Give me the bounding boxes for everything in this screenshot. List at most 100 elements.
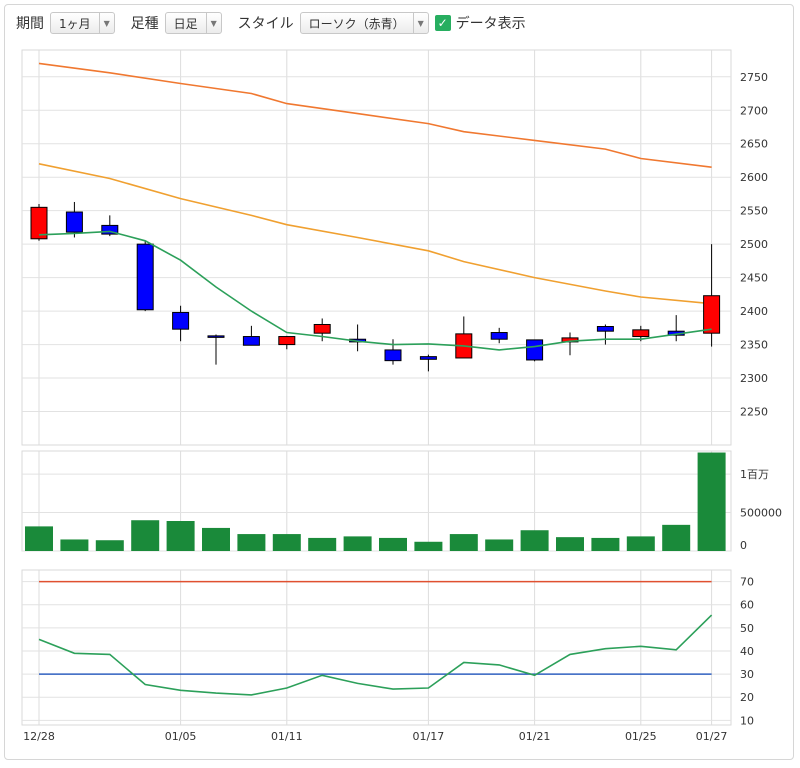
candle — [172, 305, 190, 342]
volume-bar — [237, 534, 266, 551]
candle — [596, 324, 614, 345]
x-tick-label: 01/05 — [165, 730, 197, 743]
panel-border — [21, 49, 732, 446]
x-tick-label: 01/21 — [519, 730, 551, 743]
candle — [384, 339, 402, 365]
y-tick-label: 2500 — [740, 238, 768, 251]
x-tick-label: 01/11 — [271, 730, 303, 743]
y-tick-label: 2600 — [740, 171, 768, 184]
volume-bar — [520, 530, 549, 551]
rsi-tick-label: 70 — [740, 576, 754, 589]
rsi-tick-label: 40 — [740, 645, 754, 658]
volume-bar — [308, 537, 337, 551]
y-tick-label: 2550 — [740, 205, 768, 218]
candle — [278, 335, 296, 350]
y-tick-label: 2650 — [740, 138, 768, 151]
volume-bar — [131, 520, 160, 551]
candle — [101, 215, 119, 237]
ashi-select[interactable]: 日足 ▼ — [164, 12, 222, 34]
volume-bar — [379, 537, 407, 551]
candle — [136, 240, 154, 312]
y-tick-label: 2450 — [740, 272, 768, 285]
chevron-down-icon: ▼ — [412, 13, 428, 33]
y-tick-label: 2250 — [740, 406, 768, 419]
candle-body — [313, 323, 331, 334]
x-tick-label: 01/17 — [413, 730, 445, 743]
volume-bar — [591, 537, 620, 551]
volume-bar — [485, 539, 514, 551]
x-tick-label: 12/28 — [23, 730, 55, 743]
candle — [207, 334, 225, 365]
candle-body — [136, 243, 154, 311]
ma-mid-line — [38, 163, 712, 305]
volume-bar — [95, 540, 124, 551]
volume-bar — [272, 534, 301, 551]
volume-tick-label: 1百万 — [740, 468, 769, 481]
volume-tick-label: 0 — [740, 539, 747, 552]
volume-bar — [414, 541, 443, 551]
toolbar: 期間 1ヶ月 ▼ 足種 日足 ▼ スタイル ローソク（赤青） ▼ ✓ データ表示 — [4, 5, 792, 41]
data-display-toggle[interactable]: ✓ データ表示 — [434, 13, 526, 33]
chevron-down-icon: ▼ — [98, 13, 114, 33]
y-tick-label: 2750 — [740, 71, 768, 84]
y-tick-label: 2400 — [740, 305, 768, 318]
rsi-tick-label: 50 — [740, 622, 754, 635]
volume-bar — [343, 536, 372, 551]
rsi-tick-label: 10 — [740, 714, 754, 727]
chevron-down-icon: ▼ — [205, 13, 221, 33]
volume-bar — [626, 536, 655, 551]
volume-bar — [202, 527, 230, 551]
ma-short-line — [38, 230, 712, 351]
candle-body — [101, 224, 119, 235]
candle-body — [490, 332, 508, 340]
rsi-line — [38, 614, 713, 696]
style-select[interactable]: ローソク（赤青） ▼ — [299, 12, 429, 34]
volume-bar — [449, 534, 478, 551]
period-label: 期間 — [16, 16, 44, 32]
y-tick-label: 2350 — [740, 339, 768, 352]
candle-body — [172, 311, 190, 330]
ma-long-line — [38, 62, 712, 168]
candle — [242, 325, 260, 346]
x-tick-label: 01/27 — [696, 730, 728, 743]
rsi-tick-label: 20 — [740, 691, 754, 704]
volume-bar — [556, 537, 584, 551]
candle-body — [65, 211, 83, 233]
volume-bar — [697, 452, 726, 551]
candle-body — [207, 335, 225, 338]
period-select-value: 1ヶ月 — [59, 16, 91, 31]
rsi-tick-label: 30 — [740, 668, 754, 681]
volume-bar — [60, 539, 89, 551]
candle — [313, 318, 331, 342]
volume-bar — [166, 521, 195, 551]
period-select[interactable]: 1ヶ月 ▼ — [50, 12, 115, 34]
ashi-select-value: 日足 — [173, 16, 198, 31]
style-label: スタイル — [237, 16, 294, 32]
y-tick-label: 2700 — [740, 104, 768, 117]
volume-tick-label: 500000 — [740, 507, 782, 520]
x-tick-label: 01/25 — [625, 730, 657, 743]
candle — [490, 327, 508, 344]
checkmark-icon[interactable]: ✓ — [434, 15, 451, 31]
candle-body — [30, 206, 48, 240]
candle — [419, 354, 437, 372]
data-display-label: データ表示 — [455, 16, 526, 32]
rsi-tick-label: 60 — [740, 599, 754, 612]
ashi-label: 足種 — [130, 16, 159, 32]
panel-border — [21, 450, 732, 552]
candle — [526, 339, 544, 362]
candle-body — [526, 339, 544, 361]
candle-body — [384, 349, 402, 362]
style-select-value: ローソク（赤青） — [308, 16, 405, 31]
candle — [65, 201, 83, 238]
volume-bar — [25, 526, 53, 551]
candle — [703, 244, 721, 347]
candle-body — [419, 356, 437, 360]
y-tick-label: 2300 — [740, 372, 768, 385]
candle-body — [242, 336, 260, 346]
candle-body — [596, 326, 614, 332]
candle-body — [278, 336, 296, 346]
candle-body — [703, 295, 721, 334]
candle-body — [632, 329, 650, 338]
